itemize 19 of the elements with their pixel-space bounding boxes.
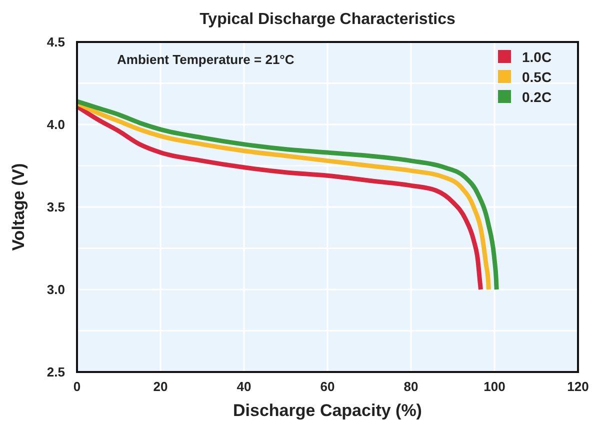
x-tick-label: 0: [73, 379, 81, 394]
y-tick-label: 3.0: [46, 282, 65, 297]
x-tick-label: 80: [404, 379, 418, 394]
x-tick-label: 40: [236, 379, 252, 394]
legend-label: 0.2C: [522, 89, 552, 105]
legend-label: 1.0C: [522, 49, 552, 65]
x-tick-label: 120: [567, 379, 589, 394]
y-tick-label: 4.5: [46, 34, 65, 50]
y-axis-title: Voltage (V): [9, 163, 28, 251]
annotation: Ambient Temperature = 21°C: [117, 52, 295, 67]
y-tick-label: 3.5: [46, 200, 65, 214]
y-tick-label: 2.5: [46, 364, 65, 380]
chart-title: Typical Discharge Characteristics: [200, 11, 456, 28]
x-axis-title: Discharge Capacity (%): [233, 401, 422, 420]
y-tick-label: 4.0: [46, 117, 65, 132]
x-tick-label: 20: [153, 379, 168, 394]
x-tick-label: 60: [320, 379, 335, 394]
legend-label: 0.5C: [522, 69, 552, 85]
x-tick-label: 100: [484, 379, 506, 394]
